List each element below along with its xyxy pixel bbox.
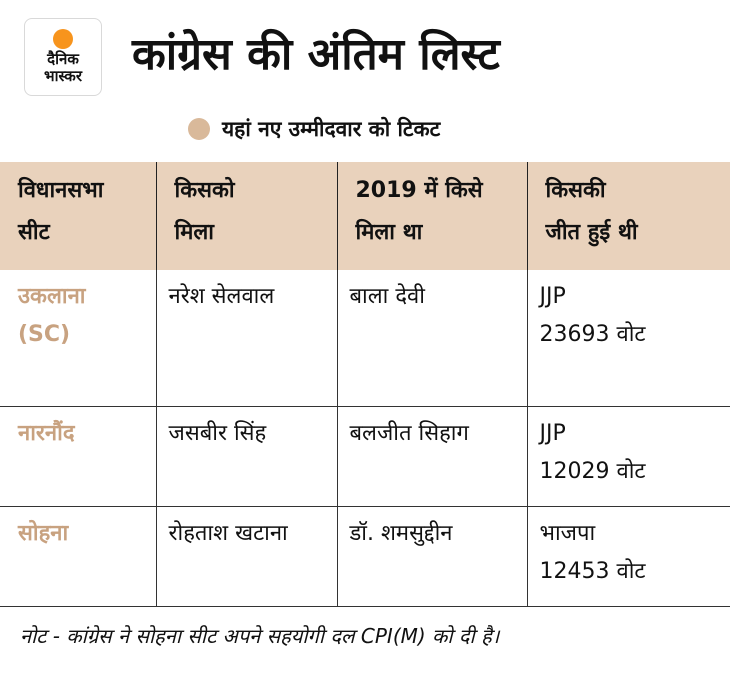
seat-cell: उकलाना (SC): [0, 270, 156, 407]
winner-votes: 12029 वोट: [539, 458, 646, 484]
header-text: किसको: [174, 178, 235, 203]
header-text: जीत हुई थी: [545, 220, 638, 245]
seat-name: सोहना: [18, 520, 69, 546]
winner-votes: 23693 वोट: [539, 322, 646, 347]
seat-name: उकलाना: [18, 284, 86, 309]
candidate-cell: नरेश सेलवाल: [155, 270, 337, 407]
table-row: नारनौंद जसबीर सिंह बलजीत सिहाग JJP 12029…: [0, 406, 730, 507]
candidate-table: विधानसभा सीट किसको मिला 2019 में किसे मि…: [0, 162, 730, 607]
sun-icon: [53, 29, 73, 49]
legend-dot-icon: [188, 118, 210, 140]
dainik-bhaskar-logo: दैनिक भास्कर: [24, 18, 102, 96]
winner-votes: 12453 वोट: [539, 558, 646, 584]
candidate-cell: जसबीर सिंह: [155, 406, 337, 507]
header-text: मिला था: [355, 220, 423, 245]
prev-candidate-cell: डॉ. शमसुद्दीन: [336, 506, 527, 607]
legend-label: यहां नए उम्मीदवार को टिकट: [222, 117, 441, 141]
table-row: सोहना रोहताश खटाना डॉ. शमसुद्दीन भाजपा 1…: [0, 506, 730, 607]
seat-name: नारनौंद: [18, 420, 75, 446]
header-winner: किसकी जीत हुई थी: [526, 162, 730, 270]
winner-party: JJP: [539, 284, 566, 309]
winner-cell: JJP 12029 वोट: [526, 406, 730, 507]
header-text: किसकी: [545, 178, 606, 203]
winner-party: JJP: [539, 420, 566, 446]
logo-text-line2: भास्कर: [44, 67, 82, 85]
prev-candidate-cell: बाला देवी: [336, 270, 527, 407]
footnote: नोट - कांग्रेस ने सोहना सीट अपने सहयोगी …: [20, 624, 500, 648]
header-text: 2019 में किसे: [355, 178, 483, 203]
logo-text-line1: दैनिक: [47, 50, 79, 68]
legend: यहां नए उम्मीदवार को टिकट: [188, 112, 440, 146]
header-text: मिला: [174, 220, 214, 245]
page-title: कांग्रेस की अंतिम लिस्ट: [132, 29, 500, 80]
header-candidate: किसको मिला: [155, 162, 337, 270]
winner-party: भाजपा: [539, 520, 596, 546]
seat-reservation: (SC): [18, 322, 71, 347]
header-text: सीट: [18, 220, 50, 245]
header-seat: विधानसभा सीट: [0, 162, 156, 270]
table-row: उकलाना (SC) नरेश सेलवाल बाला देवी JJP 23…: [0, 270, 730, 407]
seat-cell: सोहना: [0, 506, 156, 607]
header-text: विधानसभा: [18, 178, 104, 203]
header-prev-candidate: 2019 में किसे मिला था: [336, 162, 527, 270]
prev-candidate-cell: बलजीत सिहाग: [336, 406, 527, 507]
winner-cell: JJP 23693 वोट: [526, 270, 730, 407]
table-header-row: विधानसभा सीट किसको मिला 2019 में किसे मि…: [0, 162, 730, 270]
candidate-cell: रोहताश खटाना: [155, 506, 337, 607]
winner-cell: भाजपा 12453 वोट: [526, 506, 730, 607]
seat-cell: नारनौंद: [0, 406, 156, 507]
